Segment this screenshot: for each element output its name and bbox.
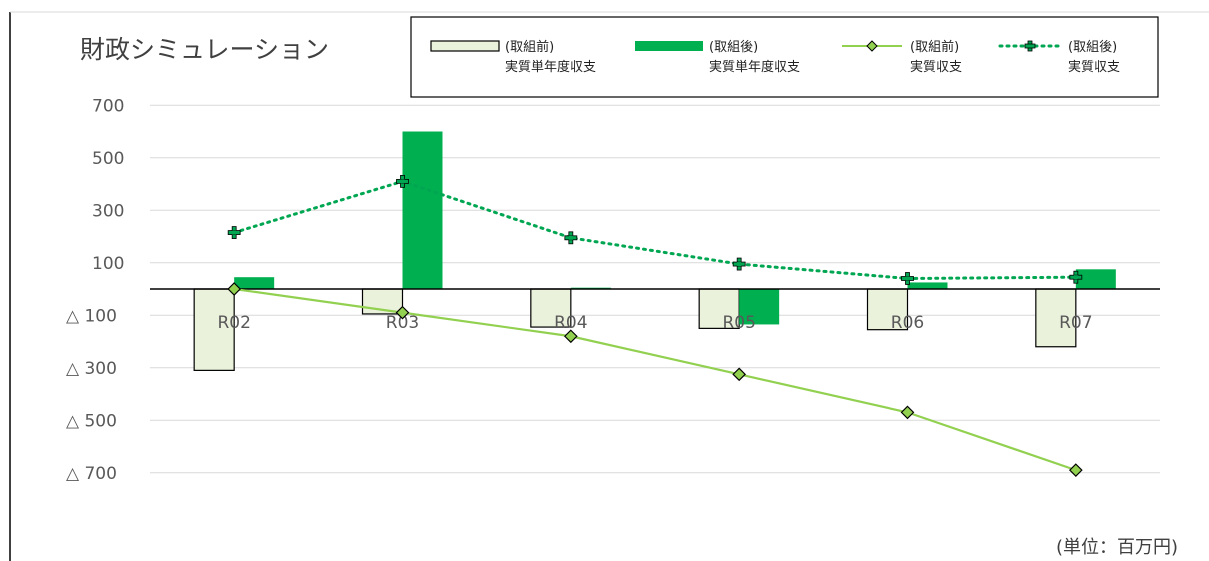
category-label: R07 <box>1059 313 1092 333</box>
bar-after-R07 <box>1075 269 1116 289</box>
category-label: R02 <box>217 313 250 333</box>
point-before-R07 <box>1068 463 1083 477</box>
grid <box>150 104 1160 474</box>
legend-entry: (取組後) 実質単年度収支 <box>635 40 800 75</box>
legend-label-line2: 実質単年度収支 <box>709 59 800 75</box>
y-tick-label: △ 700 <box>66 464 117 484</box>
legend-swatch <box>430 40 500 52</box>
bar-before-R07 <box>1035 288 1077 348</box>
y-axis: 700 500 300 100 △ 100 △ 300 △ 500 △ 700 <box>66 96 124 484</box>
legend-box <box>410 16 1159 98</box>
bar-before-R06 <box>866 288 909 331</box>
legend-label-line1: (取組前) <box>505 39 554 55</box>
legend-label-line1: (取組後) <box>709 40 758 55</box>
y-tick-label: △ 500 <box>66 411 117 431</box>
bar-before-R02 <box>193 288 235 371</box>
chart-title: 財政シミュレーション <box>80 35 329 64</box>
category-label: R05 <box>722 313 755 333</box>
legend-entry: (取組後) 実質収支 <box>998 40 1120 75</box>
y-tick-label: 100 <box>92 254 124 274</box>
lines <box>227 174 1083 477</box>
legend-label-line1: (取組後) <box>1068 40 1117 55</box>
point-before-R03 <box>395 305 410 320</box>
unit-note: (単位：百万円) <box>1056 537 1178 558</box>
point-after-R04 <box>564 231 578 245</box>
y-tick-label: 500 <box>92 149 124 169</box>
point-after-R03 <box>396 174 409 188</box>
bar-after-R03 <box>402 131 443 289</box>
y-tick-label: △ 300 <box>66 359 117 379</box>
bar-after-R05 <box>739 289 780 325</box>
category-label: R03 <box>386 313 419 333</box>
line-after <box>232 179 1078 281</box>
point-before-R04 <box>563 329 578 344</box>
y-tick-label: 700 <box>92 96 124 116</box>
bar-before-R05 <box>698 288 740 329</box>
legend-marker <box>866 40 878 52</box>
bar-after-R06 <box>907 282 948 289</box>
legend-entry: (取組前) 実質収支 <box>842 39 962 75</box>
point-before-R02 <box>227 282 242 296</box>
legend-label-line2: 実質収支 <box>1068 59 1120 75</box>
legend-entry: (取組前) 実質単年度収支 <box>430 39 596 75</box>
line-before <box>234 287 1077 472</box>
point-after-R05 <box>732 257 746 271</box>
bar-after-R02 <box>234 277 275 289</box>
category-labels: R02 R03 R04 R05 R06 R07 <box>217 313 1092 333</box>
point-after-R02 <box>227 226 241 239</box>
legend-label-line2: 実質単年度収支 <box>505 59 596 75</box>
bars <box>193 131 1116 371</box>
legend: (取組前) 実質単年度収支 (取組後) 実質単年度収支 (取組前) 実質収支 (取組後) 実質… <box>410 16 1159 98</box>
point-after-R07 <box>1069 270 1083 284</box>
y-tick-label: △ 100 <box>66 306 117 326</box>
point-after-R06 <box>901 272 914 285</box>
point-before-R06 <box>900 405 915 420</box>
legend-label-line2: 実質収支 <box>910 59 962 75</box>
legend-swatch <box>635 41 703 51</box>
y-tick-label: 300 <box>92 201 124 221</box>
category-label: R06 <box>891 313 924 333</box>
category-label: R04 <box>554 313 587 333</box>
point-before-R05 <box>732 367 747 382</box>
legend-label-line1: (取組前) <box>910 39 959 55</box>
